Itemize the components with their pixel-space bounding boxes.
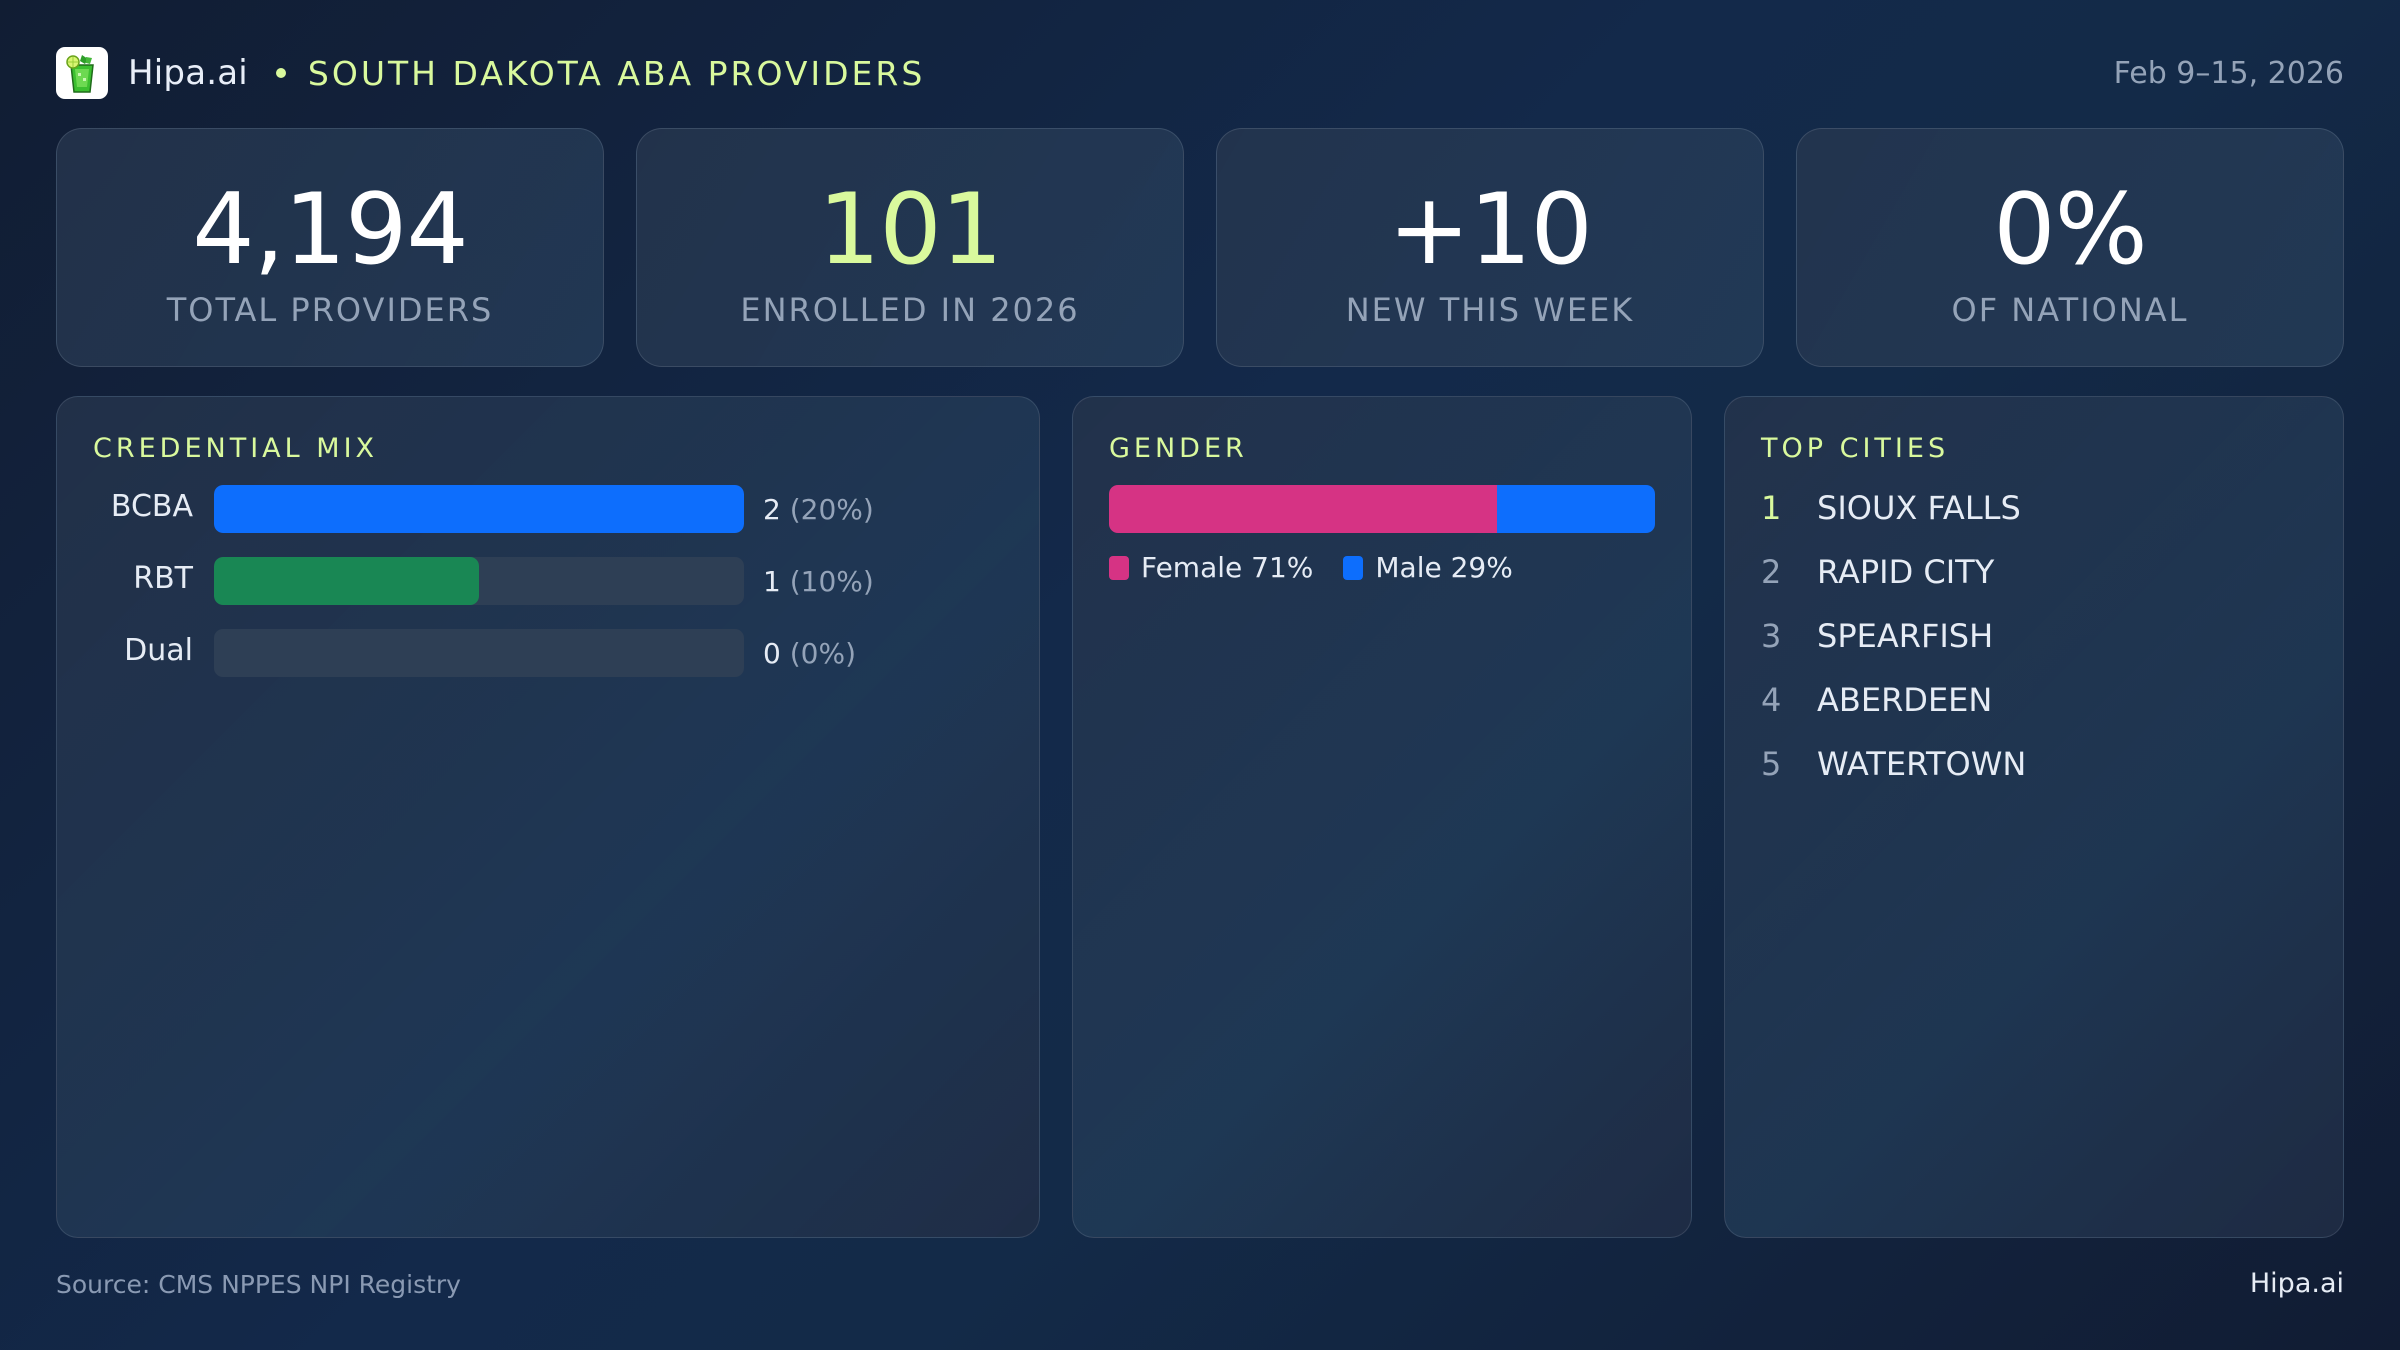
panel-title: CREDENTIAL MIX [93, 433, 379, 464]
city-name: SPEARFISH [1817, 617, 1994, 655]
panel-title: TOP CITIES [1761, 433, 1950, 464]
gender-segment-female [1109, 485, 1497, 533]
page-title: SOUTH DAKOTA ABA PROVIDERS [307, 53, 926, 93]
city-list-item: 1 SIOUX FALLS [1761, 488, 2021, 528]
stat-card-new-this-week: +10 NEW THIS WEEK [1216, 128, 1764, 367]
stat-label: OF NATIONAL [1951, 291, 2189, 329]
city-rank: 1 [1761, 489, 1782, 527]
credential-label: BCBA [110, 489, 193, 524]
bar-fill [214, 485, 744, 533]
city-name: WATERTOWN [1817, 745, 2027, 783]
city-list-item: 3 SPEARFISH [1761, 616, 1993, 656]
brand-name: Hipa.ai [128, 53, 248, 93]
bar-track [214, 557, 744, 605]
top-cities-panel: TOP CITIES 1 SIOUX FALLS 2 RAPID CITY 3 … [1724, 396, 2344, 1238]
credential-label: Dual [124, 633, 193, 668]
header: Hipa.ai SOUTH DAKOTA ABA PROVIDERS Feb 9… [56, 47, 2344, 99]
credential-row-rbt: RBT 1 (10%) [57, 557, 1039, 605]
stat-label: NEW THIS WEEK [1345, 291, 1635, 329]
footer-brand: Hipa.ai [2249, 1268, 2344, 1299]
gender-legend: Female 71% Male 29% [1109, 551, 1543, 584]
gender-stacked-bar [1109, 485, 1655, 533]
legend-item-female: Female 71% [1109, 551, 1313, 584]
panel-title: GENDER [1109, 433, 1248, 464]
legend-item-male: Male 29% [1343, 551, 1513, 584]
male-swatch-icon [1343, 555, 1364, 580]
city-list-item: 5 WATERTOWN [1761, 744, 2026, 784]
bar-fill [214, 557, 479, 605]
stat-card-of-national: 0% OF NATIONAL [1796, 128, 2344, 367]
gender-segment-male [1496, 485, 1655, 533]
stat-value: 0% [1993, 173, 2147, 287]
city-rank: 4 [1761, 681, 1782, 719]
stat-label: TOTAL PROVIDERS [166, 291, 494, 329]
mojito-glass-icon [56, 47, 108, 99]
city-rank: 3 [1761, 617, 1782, 655]
city-list-item: 2 RAPID CITY [1761, 552, 1994, 592]
stat-card-enrolled: 101 ENROLLED IN 2026 [636, 128, 1184, 367]
city-rank: 2 [1761, 553, 1782, 591]
city-name: ABERDEEN [1817, 681, 1993, 719]
credential-row-bcba: BCBA 2 (20%) [57, 485, 1039, 533]
stat-card-total-providers: 4,194 TOTAL PROVIDERS [56, 128, 604, 367]
city-rank: 5 [1761, 745, 1782, 783]
city-name: SIOUX FALLS [1817, 489, 2021, 527]
credential-count: 1 (10%) [763, 565, 874, 598]
date-range: Feb 9–15, 2026 [2113, 55, 2344, 91]
credential-count: 0 (0%) [763, 637, 857, 670]
credential-label: RBT [133, 561, 193, 596]
bar-track [214, 629, 744, 677]
source-note: Source: CMS NPPES NPI Registry [56, 1270, 461, 1299]
gender-panel: GENDER Female 71% Male 29% [1072, 396, 1692, 1238]
credential-mix-panel: CREDENTIAL MIX BCBA 2 (20%) RBT 1 (10%) … [56, 396, 1040, 1238]
bar-track [214, 485, 744, 533]
female-swatch-icon [1109, 555, 1129, 580]
stat-value: 101 [817, 173, 1003, 287]
city-list-item: 4 ABERDEEN [1761, 680, 1992, 720]
stat-label: ENROLLED IN 2026 [740, 291, 1080, 329]
credential-row-dual: Dual 0 (0%) [57, 629, 1039, 677]
separator-dot [275, 68, 286, 78]
stat-value: +10 [1388, 173, 1593, 287]
stat-value: 4,194 [192, 173, 469, 287]
city-name: RAPID CITY [1817, 553, 1995, 591]
credential-count: 2 (20%) [763, 493, 874, 526]
